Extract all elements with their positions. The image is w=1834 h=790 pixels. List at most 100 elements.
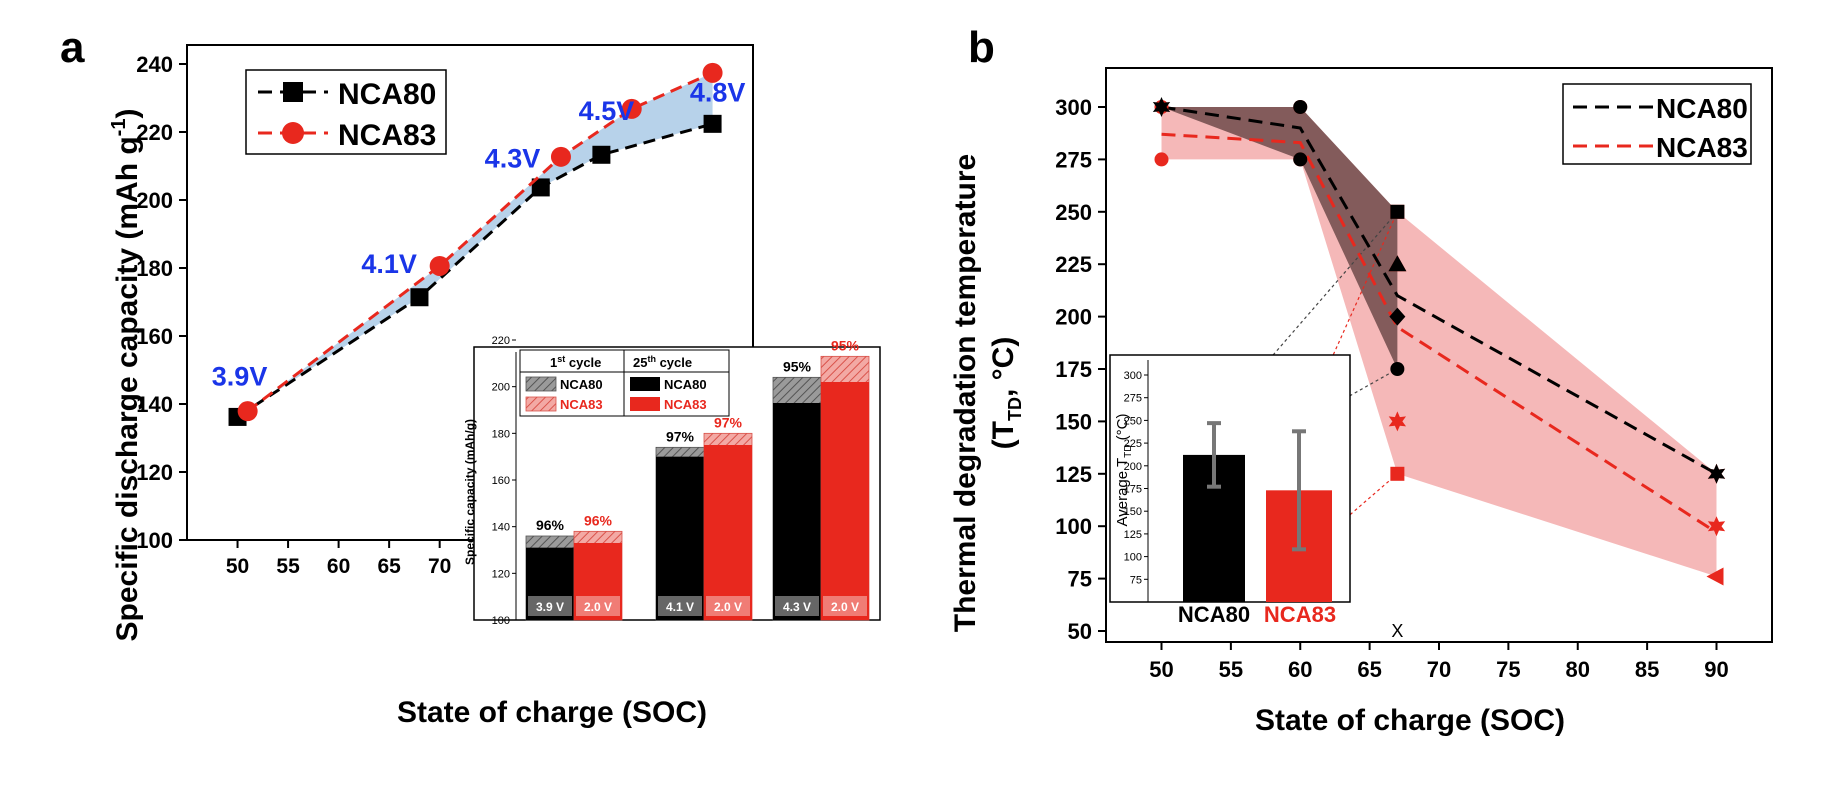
- inset-y-tick-label: 140: [492, 522, 510, 534]
- chart-b-x-tick-label: 55: [1219, 657, 1243, 682]
- inset-bar-voltage-band: [775, 596, 819, 616]
- chart-b-x-tick-label: 85: [1635, 657, 1659, 682]
- data-point-nca83: [550, 146, 571, 167]
- series-line-b-nca80: [1161, 105, 1718, 476]
- inset-b-y-tick-label: 275: [1124, 393, 1142, 405]
- chart-b-x-tick-label: 50: [1149, 657, 1173, 682]
- band-nca80: [1161, 107, 1398, 369]
- chart-a-inset: 100 120 140 160 180 200 220 3.9 V 2.0 V 96% 96% 4.…: [463, 335, 881, 627]
- band-nca83: [1161, 107, 1717, 577]
- data-point-b-nca80: [1389, 307, 1406, 326]
- chart-b-x-tick-label: 75: [1496, 657, 1520, 682]
- panel-label-a: a: [60, 23, 85, 72]
- data-point-b-nca80: [1388, 255, 1407, 272]
- inset-b-y-tick-label: 200: [1124, 461, 1142, 473]
- chart-b-range-bands: [1161, 107, 1717, 577]
- inset-retention-nca80: 95%: [783, 358, 812, 374]
- data-point-nca83: [237, 401, 258, 422]
- inset-bar-voltage-band: [823, 596, 867, 616]
- inset-bar-voltage-label: 2.0 V: [831, 600, 859, 614]
- data-point-nca80: [531, 178, 550, 197]
- inset-b-y-tick-label: 225: [1124, 438, 1142, 450]
- inset-retention-nca83: 97%: [714, 414, 743, 430]
- data-point-nca83: [429, 255, 450, 276]
- legend-b-label-nca83: NCA83: [1656, 132, 1748, 163]
- data-point-b-nca80: [1390, 204, 1405, 219]
- data-point-b-nca80: [1293, 100, 1308, 114]
- legend-marker-nca83: [282, 122, 304, 144]
- chart-b-x-tick-label: 70: [1427, 657, 1451, 682]
- inset-retention-nca80: 97%: [666, 428, 695, 444]
- data-point-nca80: [592, 145, 611, 164]
- panel-label-b: b: [968, 23, 995, 72]
- chart-b-x-tick-label: 60: [1288, 657, 1312, 682]
- inset-25-num: 25: [633, 355, 647, 370]
- inset-legend-swatch-nca83-first: [525, 396, 557, 412]
- chart-b-y-tick-label: 300: [1055, 95, 1092, 120]
- chart-b-x-tick-label: 90: [1704, 657, 1728, 682]
- inset-first-sup: st: [557, 354, 565, 364]
- chart-a-y-tick-label: 100: [136, 528, 173, 553]
- chart-a-legend-box: [245, 69, 447, 155]
- inset-bar-nca80-25th: [773, 403, 821, 620]
- chart-b-y-tick-label: 175: [1055, 357, 1092, 382]
- legend-b-label-nca80: NCA80: [1656, 93, 1748, 124]
- chart-b-y-tick-label: 50: [1068, 619, 1092, 644]
- chart-a-y-tick-label: 240: [136, 52, 173, 77]
- inset-connector-nca80: [1213, 211, 1398, 424]
- inset-legend-25th-cycle: 25th cycle: [633, 354, 692, 370]
- inset-y-tick-label: 220: [492, 335, 510, 347]
- inset-b-y-axis-label: Average TTD (°C): [1114, 413, 1134, 526]
- inset-b-y-tick-label: 75: [1130, 574, 1142, 586]
- chart-b-x-tick-label: 80: [1566, 657, 1590, 682]
- inset-legend-swatch-nca80-first: [525, 376, 557, 392]
- inset-bar-nca83-25th: [704, 445, 752, 620]
- inset-bar-voltage-label: 2.0 V: [584, 600, 612, 614]
- chart-a-y-tick-label: 200: [136, 188, 173, 213]
- inset-bar-voltage-label: 2.0 V: [714, 600, 742, 614]
- inset-y-tick-label: 200: [492, 382, 510, 394]
- data-point-nca80: [410, 288, 429, 307]
- inset-bar-voltage-band: [658, 596, 702, 616]
- inset-first-num: 1: [550, 355, 557, 370]
- inset-25-rest: cycle: [656, 355, 692, 370]
- chart-a-x-tick-label: 65: [377, 555, 401, 578]
- chart-b-ylabel2-sub: TD: [1005, 397, 1025, 421]
- chart-a-ylabel-sup: -1: [108, 119, 130, 137]
- data-point-nca83: [621, 98, 642, 119]
- data-point-b-nca83: [1706, 567, 1724, 586]
- inset-b-ylabel-pre: Average T: [1114, 458, 1131, 527]
- chart-b-ylabel2-pre: (T: [987, 421, 1020, 449]
- chart-b: 50 55 60 65 70 75 80 85 90 50 75 100 125 150 175 200 225…: [949, 67, 1773, 737]
- chart-b-series: [1161, 105, 1718, 534]
- chart-a-ylabel-main: Specific discharge capacity (mAh g: [111, 136, 144, 641]
- inset-b-ylabel-post: (°C): [1114, 413, 1131, 444]
- chart-b-y-axis-label-line2: (TTD, °C): [987, 337, 1025, 450]
- inset-b-label-nca80: NCA80: [1178, 602, 1250, 627]
- data-point-b-nca83: [1154, 152, 1169, 167]
- legend-label-nca83: NCA83: [338, 119, 436, 152]
- inset-b-y-tick-label: 100: [1124, 552, 1142, 564]
- data-point-b-nca83: [1388, 411, 1407, 432]
- chart-b-y-tick-label: 150: [1055, 409, 1092, 434]
- data-point-b-nca83: [1707, 516, 1726, 537]
- inset-y-tick-label: 120: [492, 568, 510, 580]
- inset-b-y-tick-label: 150: [1124, 506, 1142, 518]
- inset-legend-label-nca83-25th: NCA83: [664, 397, 707, 412]
- inset-bar-voltage-band: [528, 596, 572, 616]
- chart-a-x-tick-label: 50: [226, 555, 249, 578]
- chart-b-legend: NCA80 NCA83: [1562, 83, 1752, 165]
- inset-b-label-nca83: NCA83: [1264, 602, 1336, 627]
- inset-legend-swatch-nca83-25th: [630, 397, 660, 411]
- inset-25-sup: th: [647, 354, 656, 364]
- inset-legend-label-nca83-first: NCA83: [560, 397, 603, 412]
- chart-a-y-axis-label: Specific discharge capacity (mAh g-1): [108, 109, 144, 642]
- inset-b-ylabel-sub: TD: [1123, 444, 1134, 457]
- chart-b-y-tick-label: 275: [1055, 147, 1092, 172]
- inset-bar-voltage-label: 4.3 V: [783, 600, 811, 614]
- chart-a-y-tick-label: 220: [136, 120, 173, 145]
- chart-a-voltage-labels: 3.9V 4.1V 4.3V 4.5V 4.8V: [212, 77, 746, 391]
- inset-bar-voltage-band: [576, 596, 620, 616]
- inset-b-y-tick-label: 300: [1124, 370, 1142, 382]
- inset-bar-nca83-25th: [821, 382, 869, 620]
